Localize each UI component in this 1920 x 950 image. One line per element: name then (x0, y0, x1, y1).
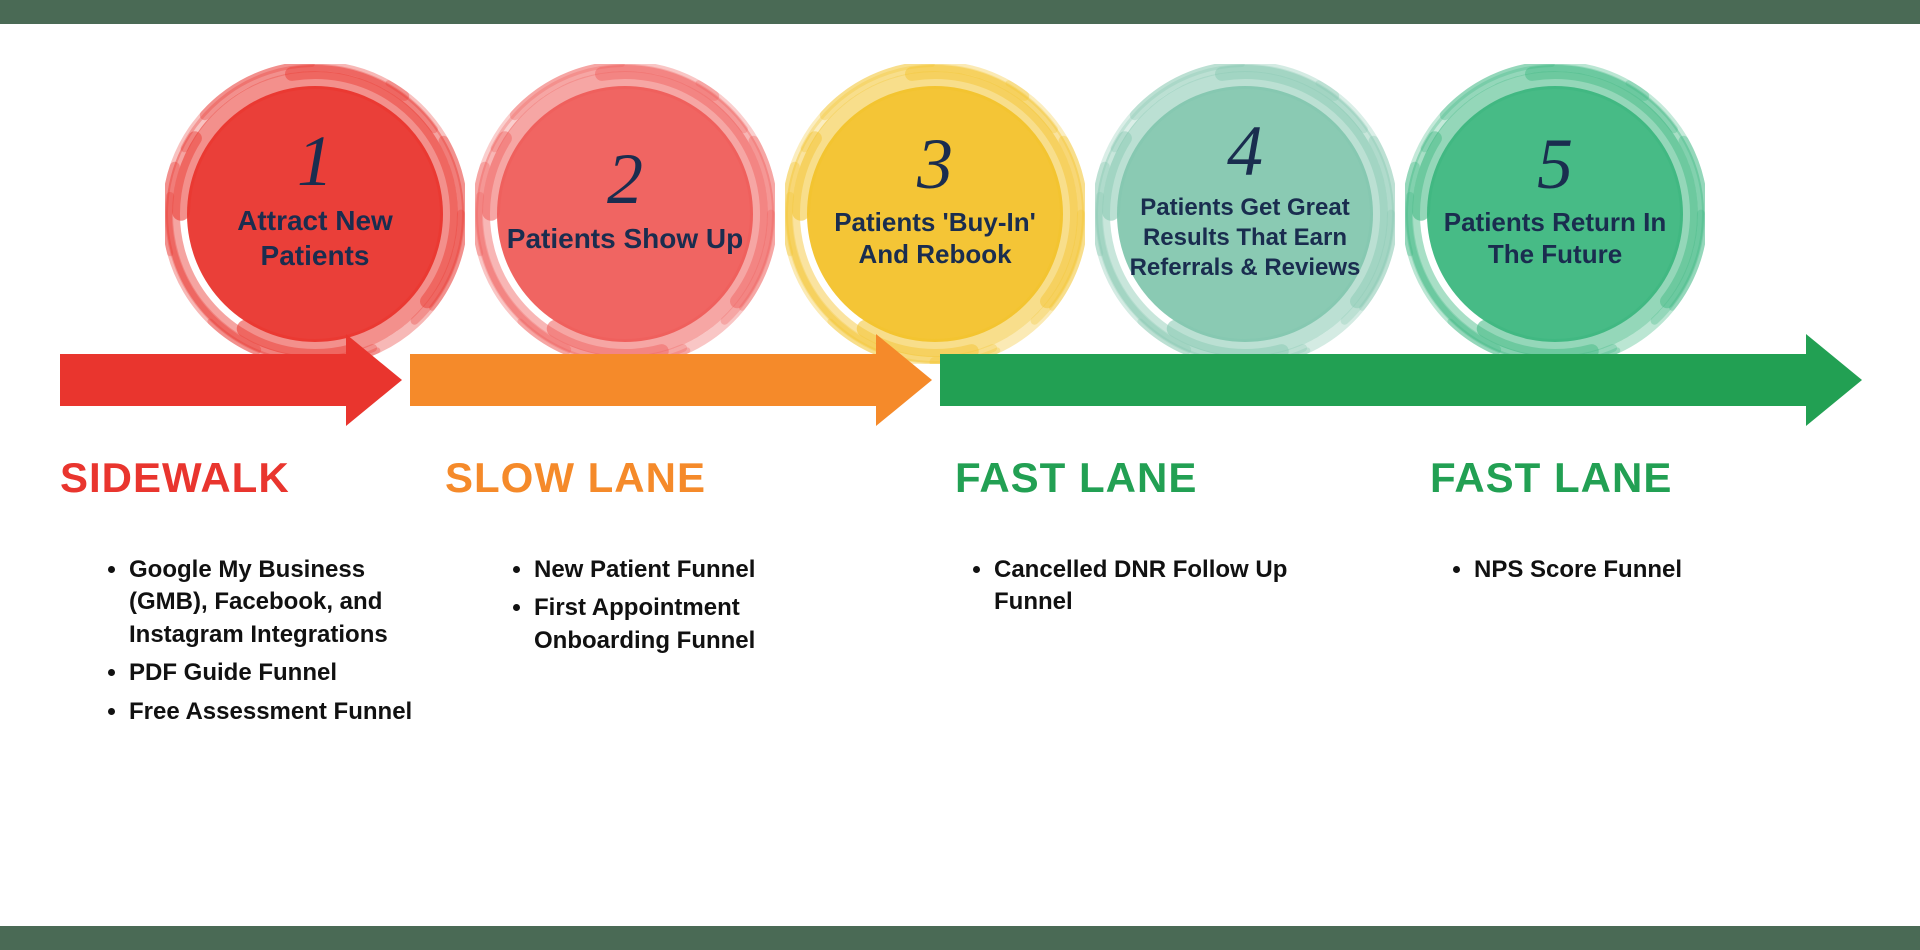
stage-circle-2: 2 Patients Show Up (475, 64, 775, 364)
lane-heading-1: SIDEWALK (60, 454, 290, 502)
bottom-bar (0, 926, 1920, 950)
lane-arrow-3 (940, 354, 1860, 406)
bullet-group-3-item: Cancelled DNR Follow Up Funnel (994, 554, 1290, 619)
lane-arrow-2 (410, 354, 930, 406)
stage-circle-3: 3Patients 'Buy-In' And Rebook (785, 64, 1085, 364)
bullet-group-1-item: Google My Business (GMB), Facebook, and … (129, 554, 425, 651)
stage-circle-2-label: Patients Show Up (485, 221, 765, 256)
bullet-group-1-item: PDF Guide Funnel (129, 657, 425, 689)
bullet-group-1-item: Free Assessment Funnel (129, 696, 425, 728)
stage-circle-4: 4Patients Get Great Results That Earn Re… (1095, 64, 1395, 364)
stage-circle-1-number: 1 (297, 125, 333, 197)
stage-circle-5: 5Patients Return In The Future (1405, 64, 1705, 364)
bullet-group-2-item: New Patient Funnel (534, 554, 830, 586)
lane-heading-4: FAST LANE (1430, 454, 1672, 502)
stage-circle-1: 1Attract New Patients (165, 64, 465, 364)
bullet-group-4: NPS Score Funnel (1440, 554, 1770, 592)
bullet-group-2: New Patient Funnel First Appointment Onbo… (500, 554, 830, 663)
stage-circle-5-number: 5 (1537, 128, 1573, 200)
stage-circle-4-label: Patients Get Great Results That Earn Ref… (1095, 193, 1395, 283)
top-bar (0, 0, 1920, 24)
lane-arrow-1 (60, 354, 400, 406)
bullet-group-3: Cancelled DNR Follow Up Funnel (960, 554, 1290, 625)
bullet-group-1: Google My Business (GMB), Facebook, and … (95, 554, 425, 734)
stage-circle-5-label: Patients Return In The Future (1405, 206, 1705, 271)
stage-circle-1-label: Attract New Patients (165, 203, 465, 273)
bullet-group-4-item: NPS Score Funnel (1474, 554, 1770, 586)
diagram-stage: 1Attract New Patients 2Patients Show Up … (0, 24, 1920, 926)
lane-heading-2: SLOW LANE (445, 454, 706, 502)
stage-circle-2-number: 2 (607, 143, 643, 215)
stage-circle-4-number: 4 (1227, 115, 1263, 187)
stage-circle-3-number: 3 (917, 128, 953, 200)
lane-heading-3: FAST LANE (955, 454, 1197, 502)
bullet-group-2-item: First Appointment Onboarding Funnel (534, 592, 830, 657)
stage-circle-3-label: Patients 'Buy-In' And Rebook (785, 206, 1085, 271)
